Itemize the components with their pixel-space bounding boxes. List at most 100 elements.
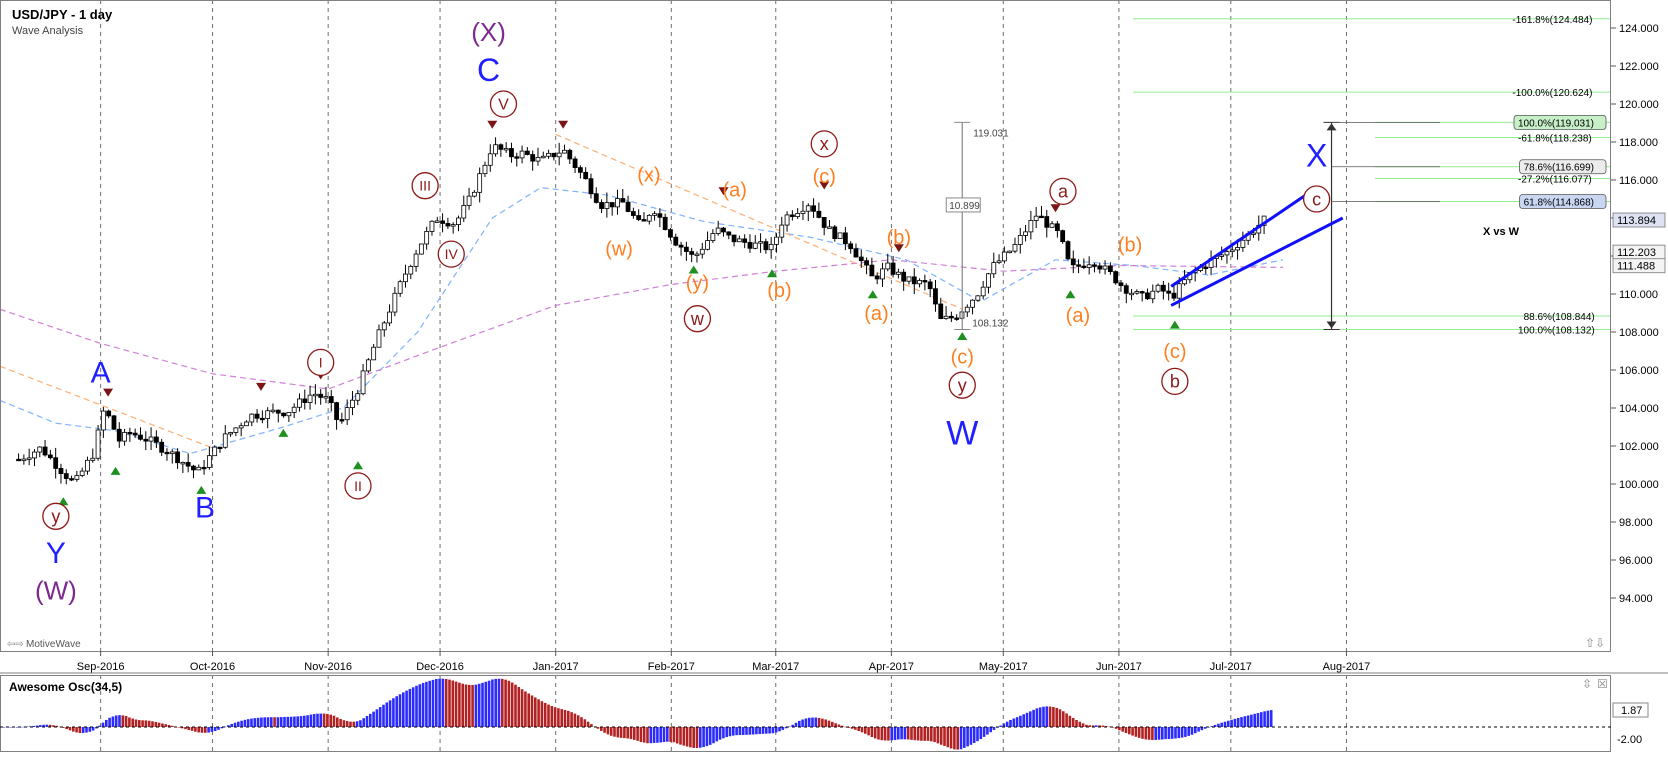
candle-body [583,171,589,180]
pane-resize-icon[interactable]: ⇧⇩ [1585,636,1605,650]
candle-body [895,271,901,275]
oscillator-bar [963,727,966,748]
pane-maximize-icon[interactable]: ⇳ [1582,677,1592,691]
oscillator-bar [666,727,669,742]
wave-label: c [1312,189,1321,209]
candle-body [217,446,223,450]
time-axis[interactable]: Sep-2016 Oct-2016 Nov-2016 Dec-2016 Jan-2017… [77,651,1371,673]
oscillator-bar [187,727,191,731]
oscillator-bar [798,720,801,727]
candle-body [752,242,758,249]
candle-body [408,266,414,275]
candle-body [948,315,954,319]
candle-body [233,427,239,433]
oscillator-bar [395,696,398,727]
wave-label: (W) [35,576,77,606]
oscillator-bar [286,716,290,727]
oscillator-bar [124,715,128,727]
oscillator-bar [39,725,42,727]
oscillator-bar [81,727,85,733]
candle-body [1054,223,1060,232]
candle-body [970,299,975,308]
candle-body [731,234,737,243]
oscillator-bar [345,721,349,727]
pivot-low-marker [110,466,121,475]
oscillator-bar [134,719,138,727]
oscillator-bar [303,715,306,727]
indicator-line-1 [0,259,1284,390]
oscillator-bar [1157,727,1161,740]
candle-body [1092,264,1097,267]
candle-body [350,399,355,408]
candle-body [482,164,488,175]
oscillator-bar [484,681,488,727]
oscillator-bar [402,692,405,727]
wave-label: W [946,415,978,453]
pane-close-icon[interactable]: ☒ [1597,677,1608,691]
scroll-arrows-icon[interactable]: ⇦⇨ [7,639,24,650]
candle-body [111,415,117,430]
oscillator-bar [1071,717,1075,727]
oscillator-bar [646,727,649,744]
oscillator-bar [227,725,230,727]
candle-body [954,317,960,320]
oscillator-bar [378,707,382,727]
oscillator-bar [263,717,266,727]
oscillator-bar [735,727,738,736]
x-tick-label: Jul-2017 [1210,661,1252,673]
y-tick-label: 98.000 [1619,517,1653,529]
candle-body [339,419,345,422]
oscillator-bar [1190,727,1194,735]
y-tick-label: 102.000 [1619,441,1659,453]
candle-body [673,236,679,246]
candle-body [901,271,907,282]
candle-body [1139,291,1145,294]
oscillator-bar [1032,709,1035,727]
oscillator-bar [408,688,412,727]
candle-body [1240,239,1246,248]
oscillator-bar [1035,708,1039,727]
candle-body [461,205,467,219]
candle-body [588,178,594,195]
wave-label: A [91,356,111,389]
chart-title: USD/JPY - 1 day [12,7,113,22]
price-axis[interactable]: 124.000122.000120.000118.000116.000114.0… [1611,23,1659,605]
oscillator-bar [438,678,441,727]
candle-body [885,262,891,270]
oscillator-bar [1141,727,1144,739]
oscillator-bar [675,727,679,744]
oscillator-bar [1118,727,1121,731]
oscillator-bar [788,726,791,728]
oscillator-bar [870,727,874,737]
oscillator-bar [1137,727,1141,738]
candle-body [360,370,366,395]
oscillator-bar [78,727,82,733]
oscillator-bar [609,727,613,736]
oscillator-bar [794,722,798,727]
oscillator-bar [913,727,917,741]
candle-body [689,251,695,255]
oscillator-bar [897,727,900,740]
candle-body [58,468,64,474]
candle-body [890,262,896,275]
oscillator-bar [705,727,709,747]
candle-body [143,438,149,442]
oscillator-bar [1095,725,1098,727]
candle-body [609,202,615,208]
price-tag-box [1612,258,1666,274]
candle-body [1150,290,1156,300]
candle-body [244,421,249,427]
candle-body [466,195,472,206]
oscillator-bar [890,727,893,741]
oscillator-bar [652,727,656,743]
indicator-line-3 [555,133,963,310]
oscillator-bar [418,684,422,727]
candle-body [524,150,530,155]
candle-body [922,280,928,283]
candle-body [864,260,869,266]
oscillator-bar [1042,706,1045,727]
wave-label-circle [810,130,838,158]
oscillator-bar [369,713,372,727]
oscillator-bar [42,724,45,727]
oscillator-bar [972,727,976,744]
